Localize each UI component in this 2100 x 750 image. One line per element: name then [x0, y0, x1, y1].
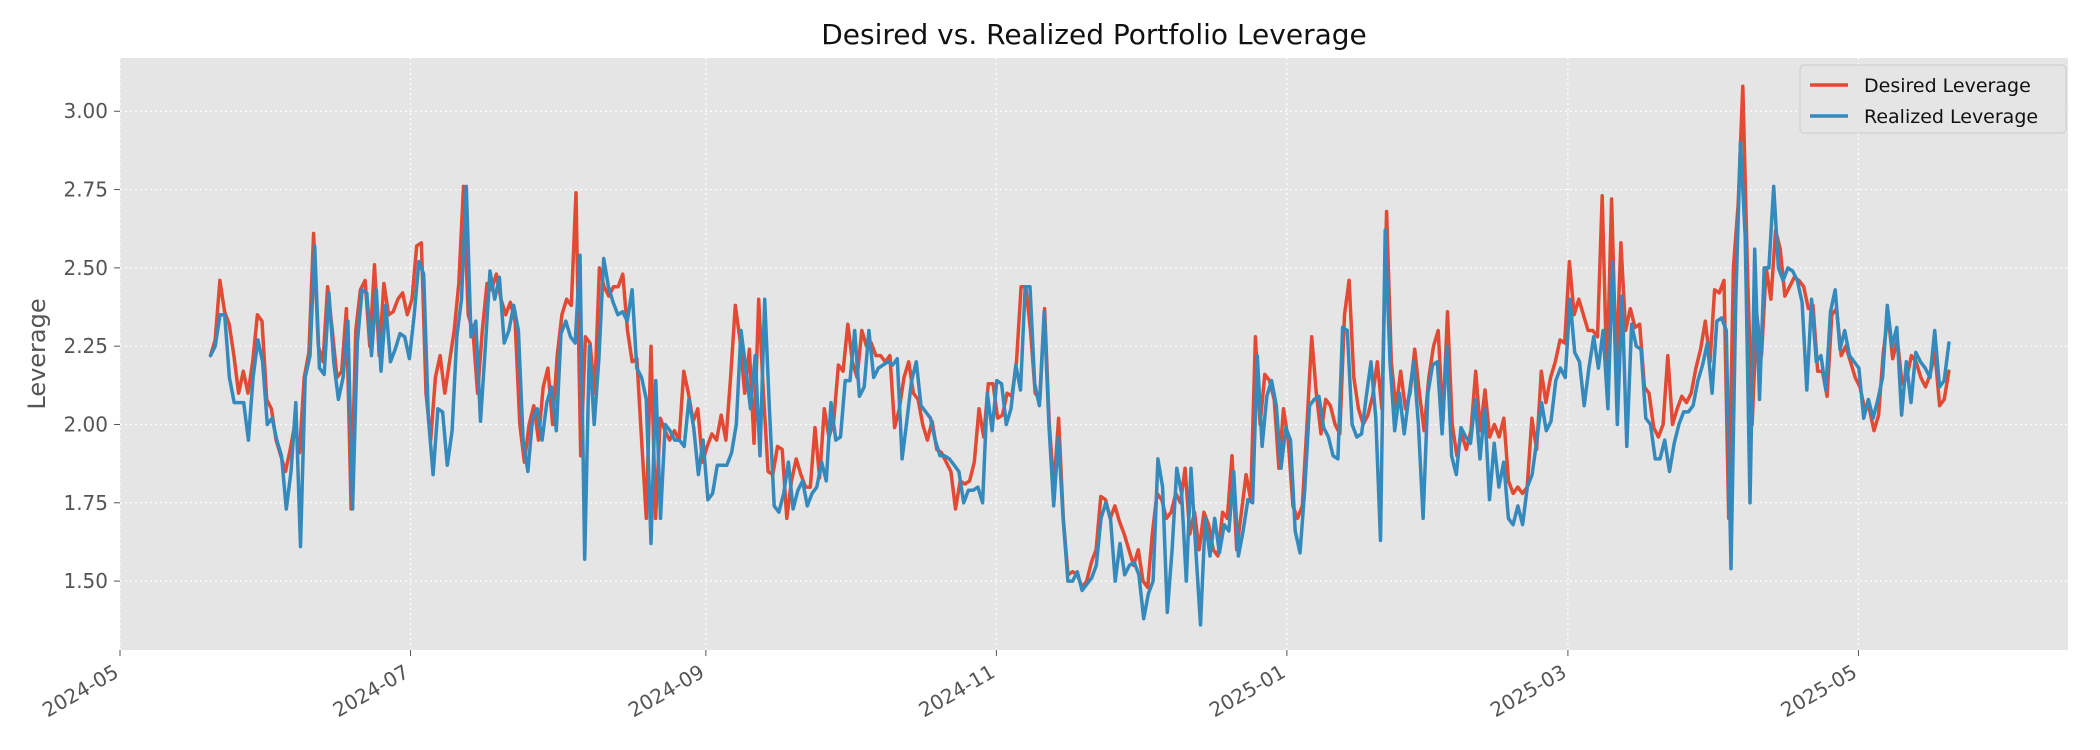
x-tick-label: 2025-03 [1486, 660, 1570, 723]
legend: Desired Leverage Realized Leverage [1799, 64, 2067, 134]
y-axis: 1.50 1.75 2.00 2.25 2.50 2.75 3.00 [63, 99, 120, 593]
y-tick-label: 1.75 [63, 491, 108, 515]
series-line-realized-leverage [208, 140, 1951, 627]
y-tick-label: 2.75 [63, 178, 108, 202]
legend-label-desired: Desired Leverage [1864, 75, 2031, 97]
y-tick-label: 3.00 [63, 99, 108, 123]
x-axis: 2024-05 2024-07 2024-09 2024-11 2025-01 2025-… [38, 650, 1861, 722]
x-tick-label: 2024-09 [624, 660, 708, 723]
chart-title: Desired vs. Realized Portfolio Leverage [821, 18, 1367, 51]
series-layer [208, 84, 1951, 627]
legend-label-realized: Realized Leverage [1864, 106, 2038, 128]
y-tick-label: 2.00 [63, 412, 108, 436]
plot-area [120, 58, 2068, 650]
y-tick-label: 2.50 [63, 256, 108, 280]
x-tick-label: 2025-01 [1205, 660, 1289, 723]
legend-box [1799, 64, 2067, 134]
y-axis-label: Leverage [23, 298, 51, 409]
x-tick-label: 2024-11 [914, 660, 998, 723]
x-tick-label: 2024-07 [329, 660, 413, 723]
x-tick-label: 2024-05 [38, 660, 122, 723]
y-tick-label: 2.25 [63, 334, 108, 358]
x-tick-label: 2025-05 [1777, 660, 1861, 723]
y-tick-label: 1.50 [63, 569, 108, 593]
